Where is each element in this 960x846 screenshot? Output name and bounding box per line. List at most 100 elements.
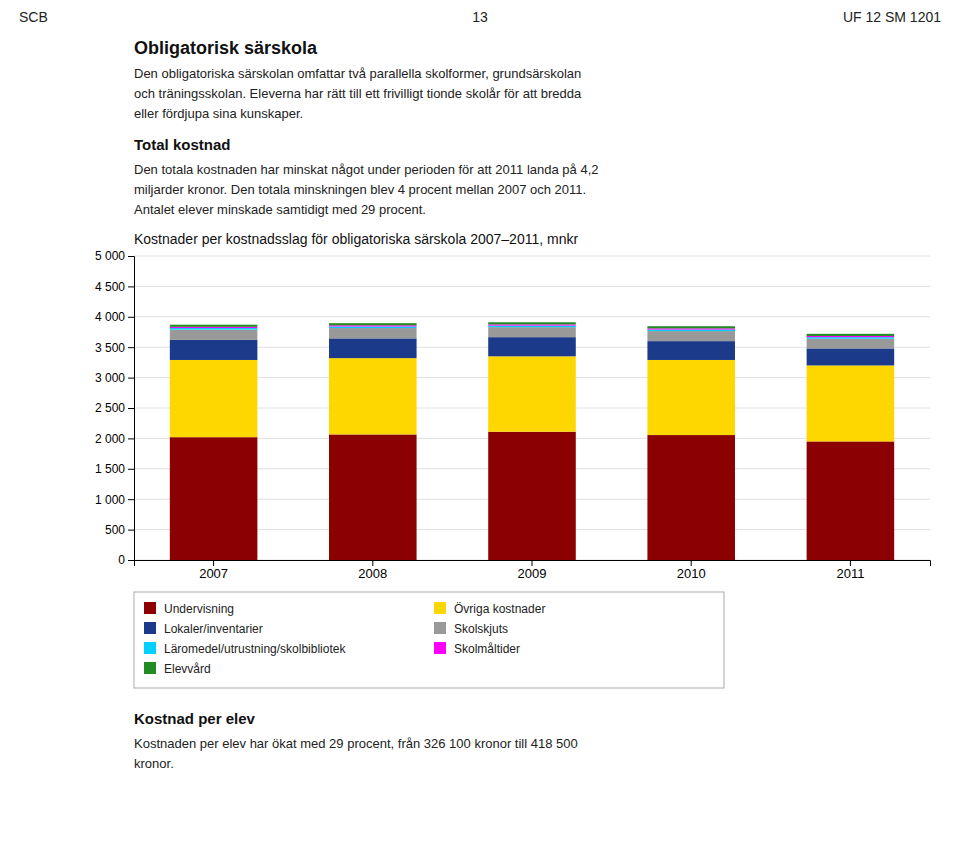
bar xyxy=(647,330,735,332)
header-text: 13 xyxy=(472,9,488,25)
x-tick-mark xyxy=(372,560,373,566)
legend-item: Läromedel/utrustning/skolbibliotek xyxy=(144,642,346,656)
y-tick: 500 xyxy=(105,523,134,537)
legend-label: Undervisning xyxy=(164,602,234,616)
legend-label: Övriga kostnader xyxy=(454,602,545,616)
y-tick-label: 5 000 xyxy=(95,249,125,263)
bars xyxy=(170,322,894,560)
bar xyxy=(807,337,895,339)
bar xyxy=(488,322,576,324)
x-tick-label: 2010 xyxy=(677,566,706,581)
bar xyxy=(329,328,417,338)
legend-item: Skolmåltider xyxy=(434,642,520,656)
y-tick: 1 000 xyxy=(95,493,134,507)
x-tick-label: 2009 xyxy=(518,566,547,581)
section-title: Obligatorisk särskola xyxy=(134,38,318,58)
bar-series xyxy=(170,356,894,441)
y-tick-mark xyxy=(128,378,134,379)
bar xyxy=(647,360,735,435)
y-tick: 2 500 xyxy=(95,401,134,415)
x-tick: 2010 xyxy=(677,560,706,581)
bar xyxy=(488,324,576,325)
chart-title: Kostnader per kostnadsslag för obligator… xyxy=(134,231,578,247)
legend-swatch xyxy=(144,642,156,654)
bar xyxy=(807,441,895,560)
x-tick-mark xyxy=(691,560,692,566)
bar xyxy=(170,330,258,340)
y-tick-label: 1 000 xyxy=(95,493,125,507)
bar xyxy=(488,432,576,560)
bar xyxy=(170,437,258,560)
y-tick-mark xyxy=(128,560,134,561)
legend-label: Läromedel/utrustning/skolbibliotek xyxy=(164,642,346,656)
x-tick-mark xyxy=(532,560,533,566)
y-axis-line xyxy=(128,257,135,561)
body-text: Den totala kostnaden har minskat något u… xyxy=(134,162,598,177)
legend-swatch xyxy=(434,642,446,654)
bar xyxy=(488,337,576,356)
y-tick-mark xyxy=(128,469,134,470)
y-tick-label: 2 000 xyxy=(95,432,125,446)
bar xyxy=(170,325,258,327)
y-tick-label: 1 500 xyxy=(95,462,125,476)
bar xyxy=(329,434,417,560)
y-tick: 4 500 xyxy=(95,280,134,294)
legend-item: Lokaler/inventarier xyxy=(144,622,263,636)
bar xyxy=(807,348,895,365)
bar xyxy=(170,340,258,360)
bar-series xyxy=(170,324,894,337)
legend-swatch xyxy=(434,602,446,614)
bar xyxy=(329,327,417,329)
bar xyxy=(647,326,735,328)
legend-swatch xyxy=(434,622,446,634)
y-tick: 3 500 xyxy=(95,341,134,355)
header-text: UF 12 SM 1201 xyxy=(843,9,941,25)
bar-series xyxy=(170,432,894,560)
bar xyxy=(807,334,895,336)
y-tick-label: 3 000 xyxy=(95,371,125,385)
bar xyxy=(647,341,735,360)
legend-frame xyxy=(134,592,724,688)
y-tick: 4 000 xyxy=(95,310,134,324)
section-title: Total kostnad xyxy=(134,136,230,153)
body-text: miljarder kronor. Den totala minskningen… xyxy=(134,182,586,197)
bar-series xyxy=(170,337,894,365)
body-text: eller fördjupa sina kunskaper. xyxy=(134,106,303,121)
y-tick-mark xyxy=(128,317,134,318)
y-tick-mark xyxy=(128,347,134,348)
bar xyxy=(329,325,417,326)
bar xyxy=(647,331,735,341)
legend-swatch xyxy=(144,622,156,634)
legend-swatch xyxy=(144,602,156,614)
legend-label: Elevvård xyxy=(164,662,211,676)
page: SCB13UF 12 SM 1201Obligatorisk särskolaD… xyxy=(0,0,960,846)
bar-series xyxy=(170,327,894,348)
body-text: kronor. xyxy=(134,756,174,771)
legend-item: Övriga kostnader xyxy=(434,602,545,616)
y-tick-label: 500 xyxy=(105,523,125,537)
legend: Undervisning Övriga kostnader Lokaler/inve… xyxy=(134,592,724,688)
x-tick-mark xyxy=(850,560,851,566)
bar xyxy=(329,338,417,358)
y-tick-mark xyxy=(128,408,134,409)
grid-line xyxy=(134,286,930,287)
bar xyxy=(329,323,417,325)
x-tick-mark xyxy=(213,560,214,566)
bar xyxy=(488,356,576,431)
bar xyxy=(170,328,258,330)
legend-label: Skolskjuts xyxy=(454,622,508,636)
x-tick: 2011 xyxy=(836,560,864,581)
y-tick-mark xyxy=(128,499,134,500)
x-axis: 20072008200920102011 xyxy=(135,560,931,581)
y-tick-mark xyxy=(128,438,134,439)
y-tick-mark xyxy=(128,530,134,531)
bar xyxy=(807,339,895,349)
y-tick-label: 3 500 xyxy=(95,341,125,355)
grid-line xyxy=(134,256,930,257)
x-tick: 2009 xyxy=(518,560,547,581)
y-tick: 5 000 xyxy=(95,249,134,263)
grid xyxy=(134,256,930,560)
y-tick: 1 500 xyxy=(95,462,134,476)
y-tick: 3 000 xyxy=(95,371,134,385)
body-text: Antalet elever minskade samtidigt med 29… xyxy=(134,202,426,217)
